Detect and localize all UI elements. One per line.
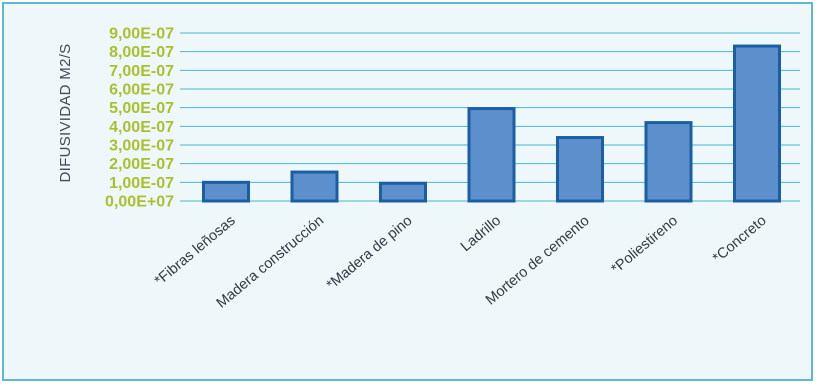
bars bbox=[202, 44, 781, 203]
gridlines bbox=[180, 32, 800, 202]
y-tick-label: 4,00E-07 bbox=[109, 119, 174, 136]
bar bbox=[733, 44, 781, 203]
bar bbox=[202, 180, 250, 203]
y-tick-label: 0,00E+07 bbox=[105, 194, 174, 211]
bar bbox=[290, 170, 339, 203]
y-tick-label: 8,00E-07 bbox=[109, 44, 174, 61]
y-tick-label: 6,00E-07 bbox=[109, 82, 174, 99]
category-label: *Madera de pino bbox=[324, 213, 416, 294]
category-label: Ladrillo bbox=[458, 213, 504, 255]
bar bbox=[556, 136, 604, 203]
y-axis-label: DIFUSIVIDAD M2/S bbox=[57, 44, 74, 183]
bar bbox=[379, 181, 427, 203]
y-tick-label: 5,00E-07 bbox=[109, 100, 174, 117]
bar bbox=[644, 121, 693, 203]
y-tick-label: 9,00E-07 bbox=[109, 26, 174, 43]
bar bbox=[467, 107, 516, 203]
category-label: *Fibras leñosas bbox=[152, 213, 239, 289]
y-axis-ticks: 0,00E+07 1,00E-07 2,00E-073,00E-07 4,00E-07… bbox=[105, 26, 174, 211]
category-label: *Concreto bbox=[710, 213, 770, 267]
category-label: *Poliestireno bbox=[608, 213, 681, 278]
y-tick-label: 3,00E-07 bbox=[109, 138, 174, 155]
y-tick-label: 2,00E-07 bbox=[109, 156, 174, 173]
y-tick-label: 1,00E-07 bbox=[109, 175, 174, 192]
y-tick-label: 7,00E-07 bbox=[109, 63, 174, 80]
